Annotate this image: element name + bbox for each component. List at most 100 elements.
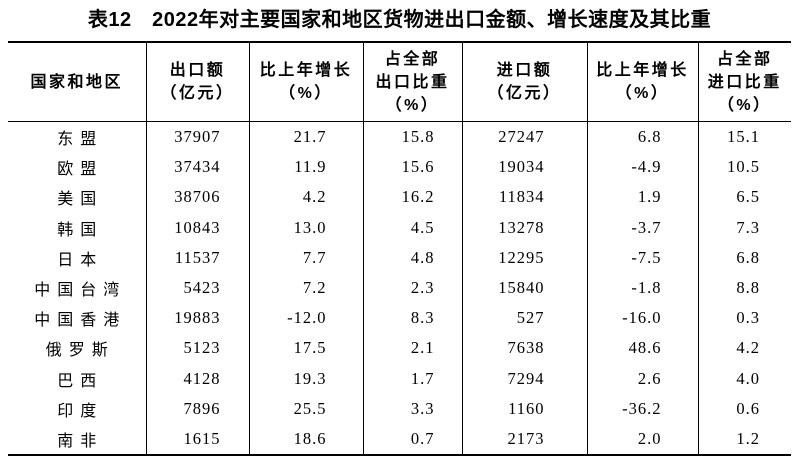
value-cell: -36.2	[586, 393, 698, 424]
value-cell: -4.9	[586, 152, 698, 183]
region-cell: 日本	[57, 251, 104, 269]
column-header-line: 比上年增长	[596, 62, 689, 79]
value-cell: 2.0	[586, 423, 698, 456]
column-header-line: 进口额	[496, 62, 553, 79]
value-cell: 4.8	[362, 242, 462, 273]
value-cell: 5423	[145, 272, 249, 304]
value-cell: 13.0	[248, 212, 363, 243]
column-header-import_value: 进口额 （亿元）	[461, 42, 587, 122]
value-cell: -12.0	[248, 303, 363, 334]
value-cell: 527	[461, 303, 587, 334]
table-row: 中国香港 19883 -12.0 8.3 527 -16.0 0.3	[8, 303, 791, 334]
column-header-import_growth: 比上年增长 （%）	[586, 42, 698, 122]
value-cell: 7638	[461, 333, 587, 364]
value-cell: 0.6	[697, 393, 791, 424]
table-row: 东盟 37907 21.7 15.8 27247 6.8 15.1	[8, 121, 791, 153]
table-row: 中国台湾 5423 7.2 2.3 15840 -1.8 8.8	[8, 272, 791, 304]
column-header-line: （%）	[385, 96, 440, 114]
column-header-region: 国家和地区	[8, 42, 146, 122]
value-cell: 6.8	[586, 121, 698, 153]
value-cell: 7.3	[697, 212, 791, 243]
column-header-line: 出口比重	[375, 73, 450, 91]
value-cell: 25.5	[248, 393, 363, 424]
value-cell: -16.0	[586, 303, 698, 334]
value-cell: 27247	[461, 121, 587, 153]
value-cell: 38706	[145, 182, 249, 213]
value-cell: 7.7	[248, 242, 363, 273]
value-cell: 7896	[145, 393, 249, 424]
trade-statistics-table: 国家和地区 出口额 （亿元） 比上年增长 （%） 占全部 出口比重 （%） 进口额 （亿元） 比上年…	[8, 41, 791, 457]
value-cell: 17.5	[248, 333, 363, 364]
value-cell: 11834	[461, 182, 587, 213]
region-cell: 中国台湾	[34, 282, 127, 300]
value-cell: 6.8	[697, 242, 791, 273]
column-header-line: （%）	[615, 85, 670, 102]
region-cell: 巴西	[57, 372, 104, 390]
value-cell: -3.7	[586, 212, 698, 243]
value-cell: 1.2	[697, 423, 791, 456]
table-row: 日本 11537 7.7 4.8 12295 -7.5 6.8	[8, 242, 791, 273]
column-header-line: （亿元）	[487, 85, 562, 102]
value-cell: 8.3	[362, 303, 462, 334]
value-cell: 4.2	[248, 182, 363, 213]
column-header-export_share: 占全部出口比重 （%）	[362, 42, 462, 122]
value-cell: 15.8	[362, 121, 462, 153]
value-cell: 5123	[145, 333, 249, 364]
region-cell: 中国香港	[34, 312, 127, 330]
column-header-line: 占全部	[716, 50, 773, 68]
value-cell: 2173	[461, 423, 587, 456]
value-cell: 19883	[145, 303, 249, 334]
table-row: 韩国 10843 13.0 4.5 13278 -3.7 7.3	[8, 212, 791, 243]
value-cell: 11537	[145, 242, 249, 273]
header-row: 国家和地区 出口额 （亿元） 比上年增长 （%） 占全部 出口比重 （%） 进口额 （亿元） 比上年…	[8, 42, 791, 122]
value-cell: -7.5	[586, 242, 698, 273]
region-cell: 韩国	[57, 221, 104, 239]
region-cell: 欧盟	[57, 161, 104, 179]
value-cell: 3.3	[362, 393, 462, 424]
column-header-line: 出口额	[169, 62, 226, 79]
value-cell: 18.6	[248, 423, 363, 456]
value-cell: 15.1	[697, 121, 791, 153]
value-cell: 37434	[145, 152, 249, 183]
table-row: 南非 1615 18.6 0.7 2173 2.0 1.2	[8, 423, 791, 456]
value-cell: 8.8	[697, 272, 791, 304]
table-head: 国家和地区 出口额 （亿元） 比上年增长 （%） 占全部 出口比重 （%） 进口额 （亿元） 比上年…	[8, 42, 791, 122]
value-cell: 2.6	[586, 363, 698, 394]
column-header-export_value: 出口额 （亿元）	[145, 42, 249, 122]
table-row: 印度 7896 25.5 3.3 1160 -36.2 0.6	[8, 393, 791, 424]
value-cell: 0.7	[362, 423, 462, 456]
value-cell: 7294	[461, 363, 587, 394]
value-cell: 13278	[461, 212, 587, 243]
value-cell: 1160	[461, 393, 587, 424]
table-row: 俄罗斯 5123 17.5 2.1 7638 48.6 4.2	[8, 333, 791, 364]
value-cell: 2.1	[362, 333, 462, 364]
region-cell: 俄罗斯	[45, 342, 115, 360]
value-cell: 12295	[461, 242, 587, 273]
column-header-line: 进口比重	[707, 73, 782, 91]
value-cell: 4.5	[362, 212, 462, 243]
column-header-export_growth: 比上年增长 （%）	[248, 42, 363, 122]
value-cell: 15.6	[362, 152, 462, 183]
table-row: 巴西 4128 19.3 1.7 7294 2.6 4.0	[8, 363, 791, 394]
column-header-line: （%）	[717, 96, 772, 114]
column-header-line: 国家和地区	[30, 73, 123, 91]
value-cell: 21.7	[248, 121, 363, 153]
value-cell: 19.3	[248, 363, 363, 394]
value-cell: 48.6	[586, 333, 698, 364]
value-cell: 4.2	[697, 333, 791, 364]
column-header-line: （%）	[279, 85, 333, 102]
column-header-line: 占全部	[384, 50, 441, 68]
value-cell: 19034	[461, 152, 587, 183]
value-cell: 10.5	[697, 152, 791, 183]
value-cell: 6.5	[697, 182, 791, 213]
table-body: 东盟 37907 21.7 15.8 27247 6.8 15.1 欧盟 37434 11.9 15…	[8, 121, 791, 456]
table-row: 欧盟 37434 11.9 15.6 19034 -4.9 10.5	[8, 152, 791, 183]
value-cell: 7.2	[248, 272, 363, 304]
value-cell: 1.9	[586, 182, 698, 213]
value-cell: 16.2	[362, 182, 462, 213]
value-cell: 1615	[145, 423, 249, 456]
table-row: 美国 38706 4.2 16.2 11834 1.9 6.5	[8, 182, 791, 213]
value-cell: 2.3	[362, 272, 462, 304]
table-title: 表12 2022年对主要国家和地区货物进出口金额、增长速度及其比重	[87, 9, 712, 31]
